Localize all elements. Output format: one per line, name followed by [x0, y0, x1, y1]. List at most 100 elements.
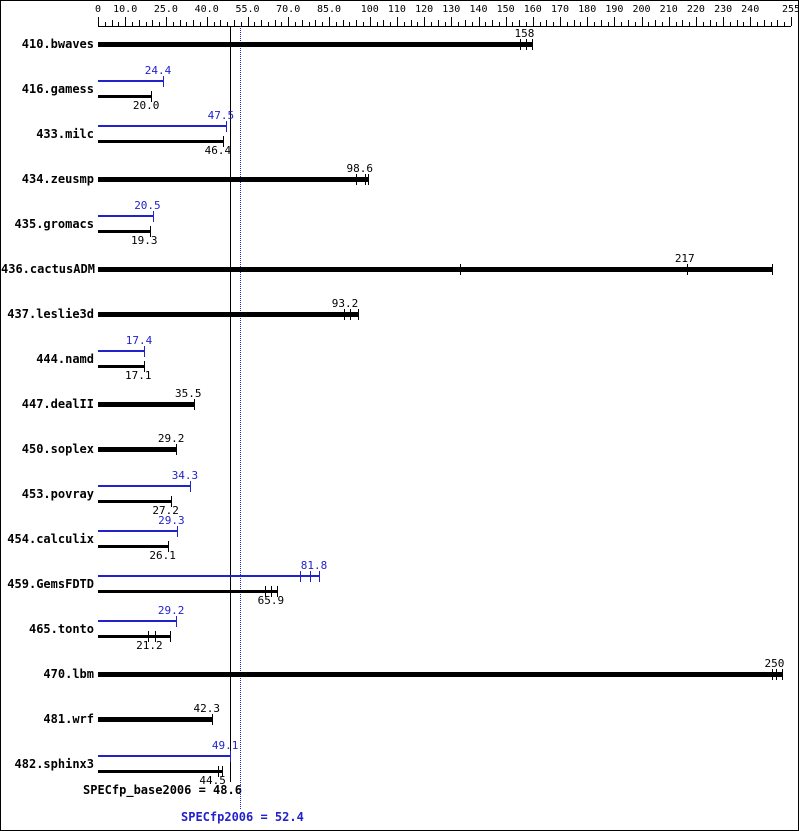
peak-value-label: 34.3	[171, 469, 199, 482]
axis-major-tick	[641, 17, 643, 26]
axis-major-tick	[750, 17, 752, 26]
axis-minor-tick	[383, 20, 385, 26]
base-bar	[98, 672, 783, 677]
base-value-label: 29.2	[157, 432, 185, 445]
peak-value-label: 47.5	[207, 109, 235, 122]
axis-tick-label: 210	[659, 4, 678, 15]
base-value-label: 46.4	[204, 144, 232, 157]
run-mark	[222, 766, 223, 777]
run-mark	[344, 309, 345, 320]
peak-value-label: 81.8	[300, 559, 328, 572]
axis-minor-tick	[770, 22, 772, 26]
benchmark-label: 433.milc	[36, 127, 94, 141]
run-mark	[223, 136, 225, 147]
run-mark	[270, 586, 272, 597]
axis-minor-tick	[376, 22, 378, 26]
peak-value-label: 29.3	[158, 514, 185, 527]
axis-minor-tick	[403, 22, 405, 26]
axis-minor-tick	[213, 22, 215, 26]
axis-minor-tick	[600, 20, 602, 26]
base-value-label: 26.1	[149, 549, 176, 562]
benchmark-label: 481.wrf	[43, 712, 94, 726]
run-mark	[319, 571, 321, 582]
axis-tick-label: 180	[578, 4, 597, 15]
axis-major-tick	[329, 17, 330, 26]
run-mark	[217, 766, 219, 777]
axis-tick-label: 255	[781, 4, 799, 15]
axis-minor-tick	[132, 22, 133, 26]
axis-minor-tick	[220, 20, 222, 26]
run-mark	[176, 444, 178, 455]
axis-minor-tick	[492, 20, 494, 26]
run-mark	[519, 39, 521, 50]
axis-minor-tick	[308, 22, 310, 26]
axis-tick-label: 85.0	[316, 4, 342, 15]
axis-minor-tick	[430, 22, 432, 26]
axis-minor-tick	[736, 20, 738, 26]
peak-bar	[98, 575, 321, 577]
axis-minor-tick	[689, 22, 691, 26]
peak-mean-line	[240, 26, 242, 809]
base-bar	[98, 177, 369, 182]
axis-minor-tick	[172, 22, 174, 26]
axis-minor-tick	[417, 22, 419, 26]
base-value-label: 93.2	[331, 297, 359, 310]
base-bar	[98, 365, 145, 368]
axis-minor-tick	[594, 22, 595, 26]
base-value-label: 17.1	[125, 369, 152, 382]
axis-minor-tick	[729, 22, 731, 26]
axis-tick-label: 25.0	[153, 4, 178, 15]
base-mean-label: SPECfp_base2006 = 48.6	[83, 783, 242, 797]
base-value-label: 20.0	[132, 99, 160, 112]
axis-major-tick	[396, 17, 398, 26]
base-bar	[98, 402, 195, 407]
base-value-label: 35.5	[175, 387, 202, 400]
axis-tick-label: 120	[415, 4, 434, 15]
base-value-label: 250	[764, 657, 785, 670]
axis-minor-tick	[627, 20, 629, 26]
run-mark	[357, 309, 359, 320]
run-mark	[190, 481, 192, 492]
peak-bar	[98, 755, 232, 757]
axis-major-tick	[532, 17, 534, 26]
run-mark	[148, 631, 150, 642]
axis-major-tick	[369, 17, 371, 26]
run-mark	[276, 586, 278, 597]
axis-major-tick	[614, 17, 616, 26]
run-mark	[367, 174, 369, 185]
axis-minor-tick	[410, 20, 412, 26]
axis-minor-tick	[784, 22, 786, 26]
base-value-label: 158	[514, 27, 535, 40]
axis-tick-label: 190	[605, 4, 624, 15]
run-mark	[176, 526, 178, 537]
axis-minor-tick	[179, 20, 181, 26]
axis-tick-label: 170	[550, 4, 570, 15]
run-mark	[350, 309, 352, 320]
peak-value-label: 49.1	[211, 739, 239, 752]
run-mark	[265, 586, 266, 597]
run-mark	[526, 39, 528, 50]
base-bar	[98, 500, 172, 503]
peak-bar	[98, 485, 192, 487]
benchmark-label: 450.soplex	[21, 442, 94, 456]
peak-value-label: 20.5	[134, 199, 161, 212]
axis-tick-label: 160	[523, 4, 542, 15]
base-value-label: 44.5	[199, 774, 226, 787]
benchmark-label: 436.cactusADM	[1, 262, 95, 276]
axis-major-tick	[206, 17, 208, 26]
run-mark	[300, 571, 301, 582]
base-bar	[98, 267, 774, 272]
benchmark-label: 470.lbm	[43, 667, 94, 681]
axis-minor-tick	[118, 22, 120, 26]
base-value-label: 42.3	[193, 702, 221, 715]
axis-major-tick	[165, 17, 167, 26]
axis-minor-tick	[437, 20, 439, 26]
axis-minor-tick	[254, 22, 256, 26]
peak-bar	[98, 350, 146, 352]
axis-minor-tick	[111, 20, 113, 26]
axis-major-tick	[288, 17, 290, 26]
x-axis-line	[98, 26, 791, 27]
axis-minor-tick	[553, 22, 555, 26]
axis-minor-tick	[485, 22, 487, 26]
